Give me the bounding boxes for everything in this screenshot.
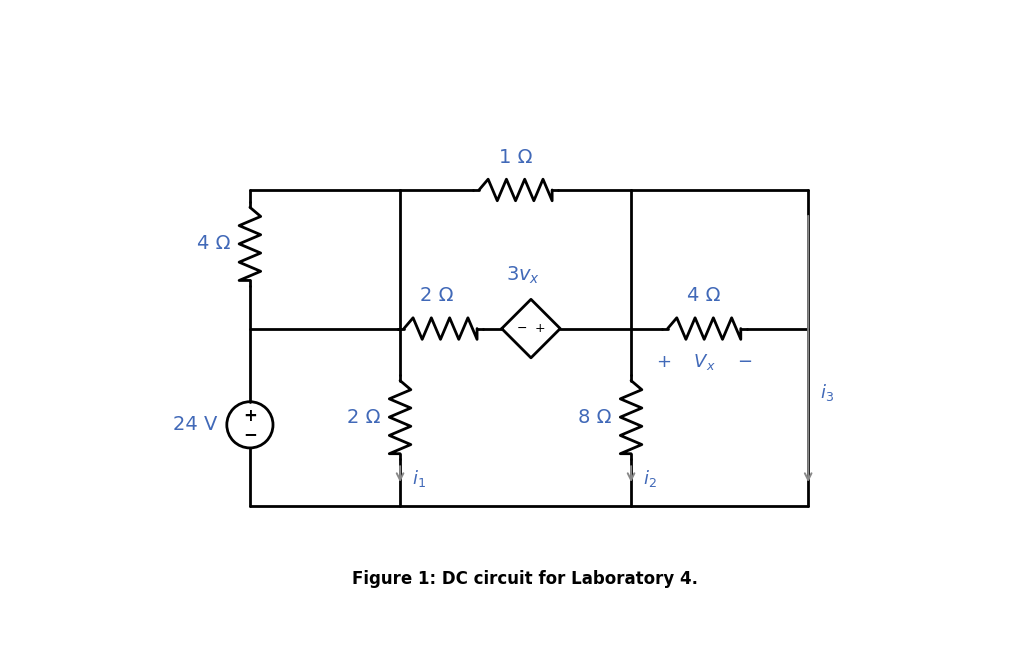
Text: $\it{i}_2$: $\it{i}_2$ bbox=[643, 468, 656, 489]
Text: $\it{i}_1$: $\it{i}_1$ bbox=[412, 468, 426, 489]
Text: −: − bbox=[516, 322, 527, 335]
Text: Figure 1: DC circuit for Laboratory 4.: Figure 1: DC circuit for Laboratory 4. bbox=[352, 570, 697, 588]
Text: 2 Ω: 2 Ω bbox=[420, 286, 454, 306]
Text: $+$    $\it{V_x}$    $-$: $+$ $\it{V_x}$ $-$ bbox=[656, 351, 753, 372]
Text: $\it{i}_3$: $\it{i}_3$ bbox=[819, 382, 834, 403]
Text: 3$\it{v_x}$: 3$\it{v_x}$ bbox=[506, 265, 541, 286]
Text: +: + bbox=[243, 407, 257, 425]
Text: 4 Ω: 4 Ω bbox=[687, 286, 721, 306]
Text: −: − bbox=[243, 425, 257, 443]
Text: 2 Ω: 2 Ω bbox=[347, 408, 381, 427]
Text: +: + bbox=[535, 322, 546, 335]
Text: 24 V: 24 V bbox=[173, 415, 217, 434]
Text: 1 Ω: 1 Ω bbox=[499, 148, 532, 167]
Text: 8 Ω: 8 Ω bbox=[579, 408, 611, 427]
Text: 4 Ω: 4 Ω bbox=[198, 235, 230, 253]
